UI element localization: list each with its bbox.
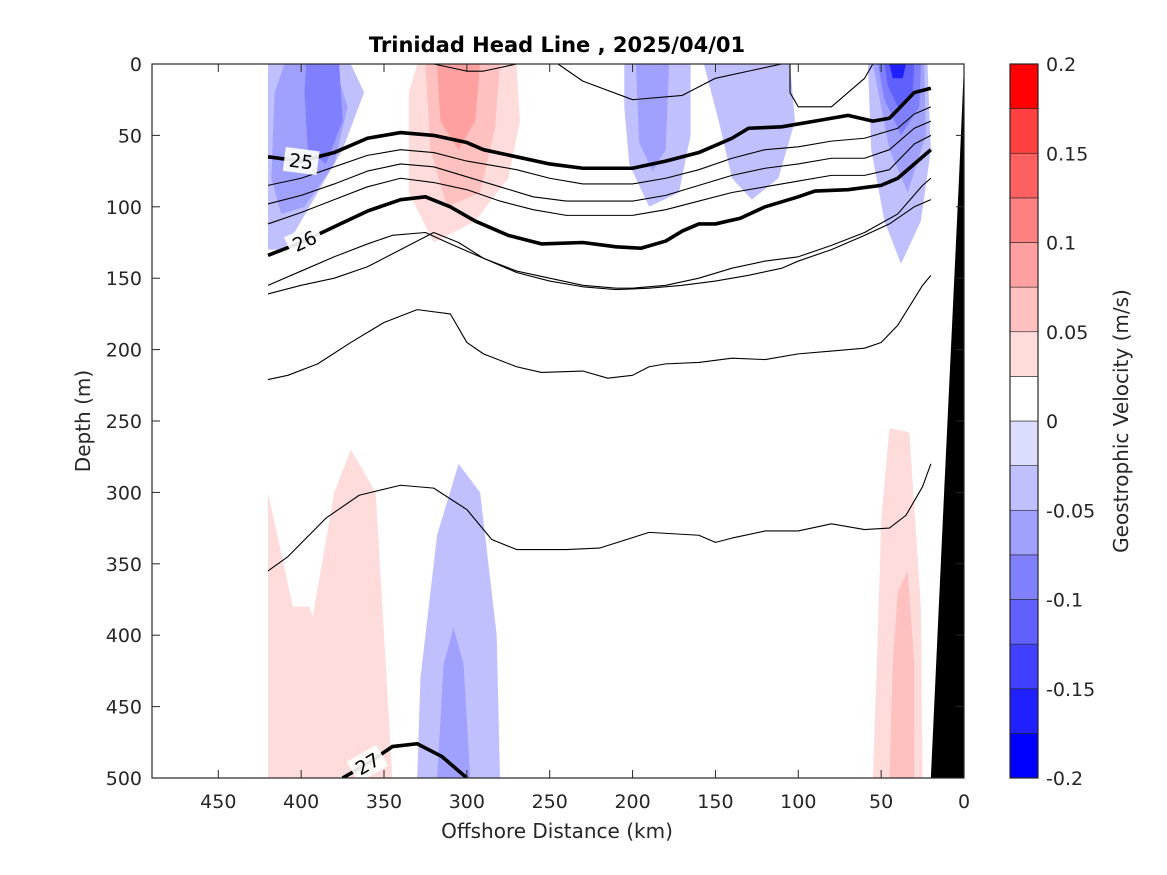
isopycnal-line <box>267 106 932 186</box>
colorbar-swatch <box>1009 152 1039 199</box>
colorbar-swatch <box>1009 733 1039 779</box>
x-tick-label: 250 <box>532 791 568 813</box>
y-tick-label: 50 <box>118 125 142 147</box>
colorbar-swatch <box>1009 509 1039 556</box>
colorbar-tick-label: -0.2 <box>1046 768 1083 790</box>
axes-layer: 450 400 350 300 250 200 150 100 50 00501001502002… <box>106 54 970 813</box>
colorbar-swatch <box>1009 599 1039 645</box>
y-tick-label: 300 <box>106 482 142 504</box>
isopycnal-line <box>789 64 874 108</box>
isopycnal-line <box>267 177 932 289</box>
x-tick-label: 450 <box>200 791 236 813</box>
x-tick-label: 350 <box>366 791 402 813</box>
colorbar-tick-label: -0.05 <box>1046 500 1095 522</box>
x-tick-label: 200 <box>614 791 650 813</box>
velocity-patch <box>417 463 500 778</box>
isopycnal-line <box>267 120 932 205</box>
bathymetry <box>930 64 964 778</box>
velocity-patch <box>889 64 906 79</box>
isopycnal-line <box>267 463 932 572</box>
isopycnal-line <box>557 64 782 101</box>
isopycnal-line <box>433 64 517 72</box>
colorbar-frame <box>1009 63 1039 779</box>
velocity-patch <box>304 64 343 164</box>
y-tick-label: 200 <box>106 340 142 362</box>
colorbar-tick-label: 0.2 <box>1046 54 1076 76</box>
colorbar-swatch <box>1009 286 1039 333</box>
velocity-patch <box>635 64 670 172</box>
colorbar-swatch <box>1009 643 1039 690</box>
y-tick-label: 150 <box>106 268 142 290</box>
plot-area <box>152 64 964 778</box>
isopycnal-line <box>267 148 933 258</box>
y-tick-label: 250 <box>106 411 142 433</box>
colorbar-swatch <box>1009 197 1039 243</box>
chart-title: Trinidad Head Line , 2025/04/01 <box>369 33 745 57</box>
x-tick-label: 100 <box>780 791 816 813</box>
colorbar-swatch <box>1009 420 1039 466</box>
colorbar-label: Geostrophic Velocity (m/s) <box>1109 289 1133 553</box>
colorbar-swatch <box>1009 688 1039 734</box>
y-axis-label: Depth (m) <box>71 370 95 472</box>
velocity-patch <box>437 64 481 150</box>
colorbar-swatch <box>1009 554 1039 600</box>
colorbar-tick-label: 0.15 <box>1046 143 1088 165</box>
velocity-patch <box>437 628 471 778</box>
velocity-patch <box>889 570 915 778</box>
colorbar-swatch <box>1009 242 1039 288</box>
colorbar-swatch <box>1009 63 1039 109</box>
colorbar: 0.2 0.15 0.1 0.05 0 -0.05 -0.1 -0.15 -0.2 <box>1009 54 1095 790</box>
colorbar-tick-label: 0.1 <box>1046 233 1076 255</box>
y-tick-label: 400 <box>106 625 142 647</box>
isopycnal-line <box>267 199 932 295</box>
isopycnal-line <box>267 86 932 171</box>
x-tick-label: 150 <box>697 791 733 813</box>
x-tick-label: 0 <box>958 791 970 813</box>
x-tick-label: 300 <box>449 791 485 813</box>
y-tick-label: 350 <box>106 554 142 576</box>
contour-label: 25 <box>288 150 315 175</box>
velocity-patch <box>292 449 393 778</box>
x-axis-label: Offshore Distance (km) <box>441 819 673 843</box>
colorbar-tick-label: 0 <box>1046 411 1058 433</box>
colorbar-swatch <box>1009 108 1039 154</box>
velocity-patch <box>703 64 795 200</box>
y-tick-label: 100 <box>106 197 142 219</box>
colorbar-swatch <box>1009 376 1039 422</box>
y-tick-label: 450 <box>106 697 142 719</box>
isopycnal-line <box>267 274 932 381</box>
colorbar-tick-label: -0.1 <box>1046 590 1083 612</box>
colorbar-tick-label: 0.05 <box>1046 322 1088 344</box>
y-tick-label: 0 <box>130 54 142 76</box>
x-tick-label: 50 <box>869 791 893 813</box>
colorbar-swatch <box>1009 465 1039 511</box>
y-tick-label: 500 <box>106 768 142 790</box>
colorbar-swatch <box>1009 331 1039 377</box>
x-tick-label: 400 <box>283 791 319 813</box>
colorbar-tick-label: -0.15 <box>1046 679 1095 701</box>
isopycnal-line <box>267 134 932 225</box>
